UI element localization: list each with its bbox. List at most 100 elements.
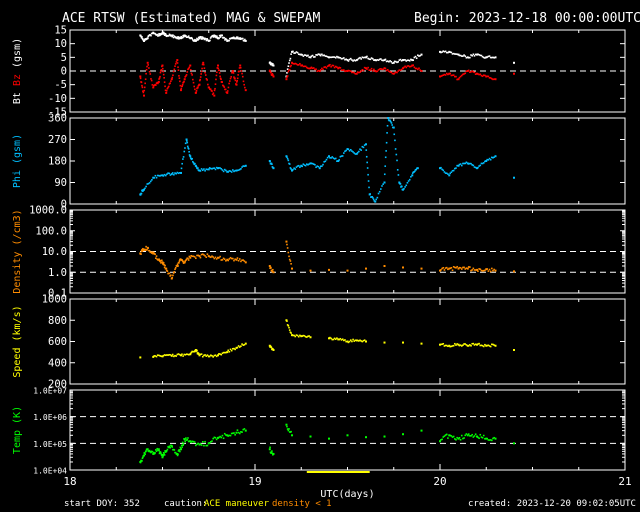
data-point — [143, 248, 146, 251]
data-point — [211, 93, 214, 96]
data-point — [332, 338, 335, 341]
data-point — [472, 53, 475, 56]
data-point — [487, 344, 490, 347]
data-point — [482, 162, 485, 164]
data-point — [489, 158, 492, 161]
data-point — [218, 436, 220, 439]
data-point — [471, 70, 473, 72]
data-point — [162, 73, 165, 76]
data-point — [452, 265, 455, 268]
data-point — [287, 429, 290, 432]
data-point — [192, 78, 194, 81]
data-point — [159, 260, 162, 262]
data-point — [479, 54, 482, 57]
data-point — [485, 344, 488, 347]
data-point — [236, 169, 239, 172]
data-point — [450, 435, 453, 437]
data-point — [479, 164, 482, 167]
data-point — [159, 71, 162, 74]
data-point — [354, 59, 357, 62]
data-point — [145, 185, 147, 188]
data-point — [191, 37, 193, 40]
data-point — [463, 437, 465, 439]
data-point — [148, 182, 151, 184]
data-point — [457, 164, 460, 167]
data-point — [346, 148, 349, 151]
data-point — [188, 154, 191, 156]
data-point — [143, 454, 145, 457]
data-point — [176, 263, 179, 266]
data-point — [270, 71, 272, 74]
data-point — [201, 253, 204, 255]
data-point — [343, 152, 345, 154]
data-point — [454, 167, 456, 170]
data-point — [487, 439, 490, 441]
data-point — [205, 355, 208, 357]
data-point — [190, 441, 193, 444]
data-point — [162, 33, 165, 35]
data-point — [180, 354, 182, 357]
data-point — [141, 250, 144, 253]
data-point — [174, 36, 176, 38]
data-point — [214, 436, 217, 439]
data-point — [187, 36, 189, 38]
data-point — [345, 340, 347, 343]
data-point — [486, 268, 489, 270]
data-point — [199, 353, 202, 356]
data-point — [303, 65, 306, 68]
data-point — [346, 269, 349, 272]
data-point — [214, 256, 217, 259]
data-point — [223, 86, 226, 88]
data-point — [484, 57, 486, 59]
data-point — [463, 266, 465, 269]
data-point — [480, 344, 483, 347]
data-point — [139, 252, 142, 255]
data-point — [328, 337, 330, 340]
data-point — [420, 342, 423, 345]
data-point — [149, 180, 152, 183]
data-point — [466, 434, 469, 437]
data-point — [155, 176, 158, 179]
data-point — [459, 344, 462, 346]
data-point — [478, 268, 480, 270]
data-point — [326, 56, 329, 58]
data-point — [363, 66, 366, 69]
data-point — [286, 76, 288, 78]
data-point — [326, 156, 329, 159]
data-point — [380, 68, 382, 70]
data-point — [222, 437, 225, 440]
data-point — [314, 56, 316, 58]
data-point — [171, 35, 174, 38]
data-point — [291, 61, 293, 64]
data-point — [162, 454, 165, 457]
data-point — [237, 37, 240, 40]
data-point — [460, 55, 463, 57]
data-point — [191, 74, 193, 76]
data-point — [196, 87, 198, 90]
data-point — [187, 147, 189, 149]
data-point — [142, 190, 144, 193]
data-point — [287, 159, 290, 162]
data-point — [238, 432, 241, 435]
data-point — [197, 38, 200, 41]
data-point — [153, 355, 156, 357]
data-point — [222, 257, 225, 260]
data-point — [205, 78, 208, 80]
data-point — [442, 169, 445, 172]
data-point — [459, 75, 462, 78]
data-point — [205, 39, 208, 42]
data-point — [304, 335, 307, 338]
data-point — [214, 354, 217, 357]
data-point — [204, 38, 207, 40]
data-point — [464, 162, 467, 165]
data-point — [308, 163, 310, 165]
data-point — [292, 334, 294, 337]
data-point — [222, 85, 225, 87]
data-point — [223, 258, 226, 261]
data-point — [179, 84, 182, 87]
data-point — [449, 345, 452, 348]
data-point — [167, 85, 170, 88]
y-axis-label-part: Phi (gsm) — [12, 134, 23, 188]
data-point — [297, 164, 300, 167]
data-point — [338, 338, 341, 341]
